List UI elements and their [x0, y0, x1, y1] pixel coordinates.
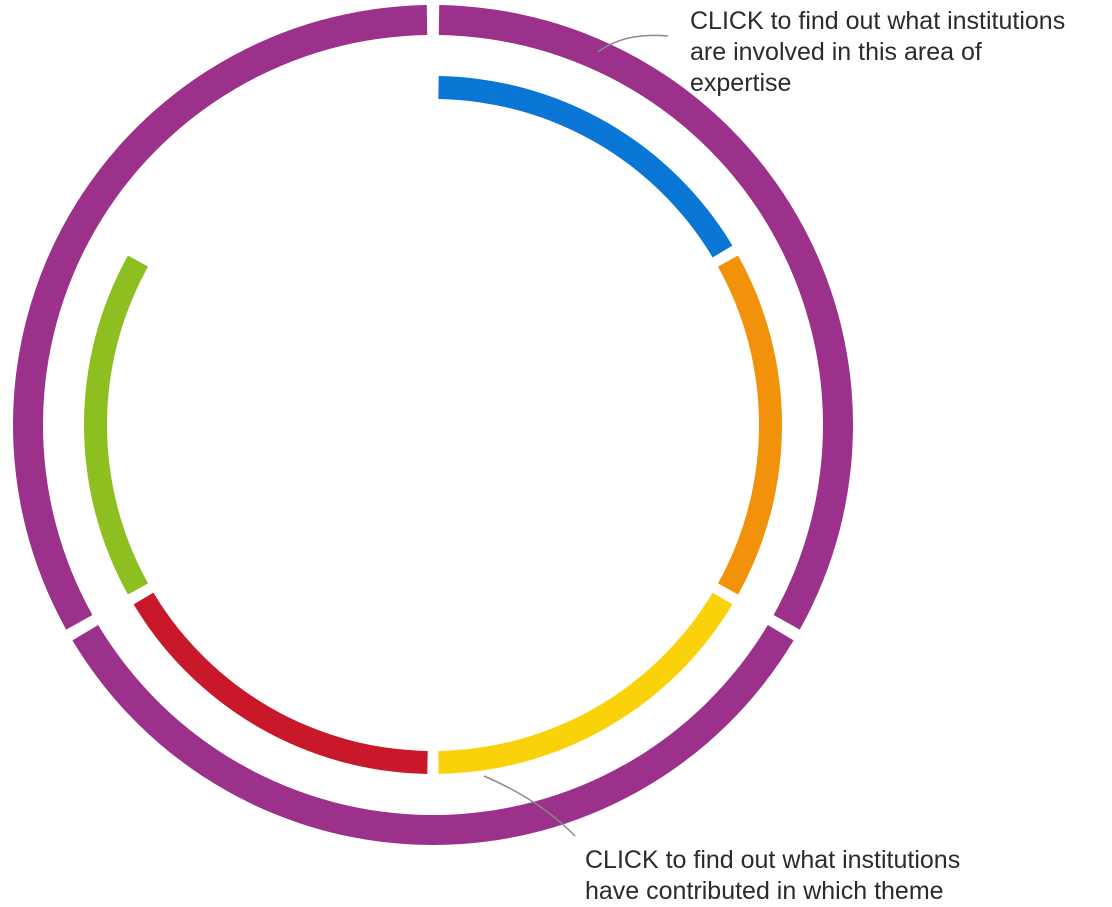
- ring-segment-inner-red[interactable]: [133, 592, 428, 774]
- ring-segment-outer-bottom[interactable]: [72, 624, 794, 846]
- ring-segment-inner-orange[interactable]: [717, 255, 783, 595]
- outer-ring: [12, 5, 854, 846]
- callout-outer-line-2: are involved in this area of: [690, 38, 982, 66]
- callout-inner-ring: CLICK to find out what institutions have…: [585, 845, 960, 907]
- callout-outer-line-1: CLICK to find out what institutions: [690, 7, 1066, 35]
- ring-segment-inner-green[interactable]: [84, 255, 149, 595]
- ring-segment-outer-right[interactable]: [438, 5, 854, 630]
- callout-leader-inner: [483, 775, 576, 837]
- ring-segment-outer-left[interactable]: [12, 5, 428, 630]
- callout-leader-outer: [597, 34, 669, 53]
- callout-outer-line-3: expertise: [690, 69, 792, 97]
- ring-segment-inner-yellow[interactable]: [438, 592, 733, 774]
- callout-inner-line-1: CLICK to find out what institutions: [585, 846, 961, 874]
- callout-outer-ring: CLICK to find out what institutions are …: [690, 6, 1065, 99]
- inner-ring: [84, 76, 783, 774]
- ring-segment-inner-blue[interactable]: [438, 76, 733, 258]
- callout-inner-line-2: have contributed in which theme: [585, 877, 944, 905]
